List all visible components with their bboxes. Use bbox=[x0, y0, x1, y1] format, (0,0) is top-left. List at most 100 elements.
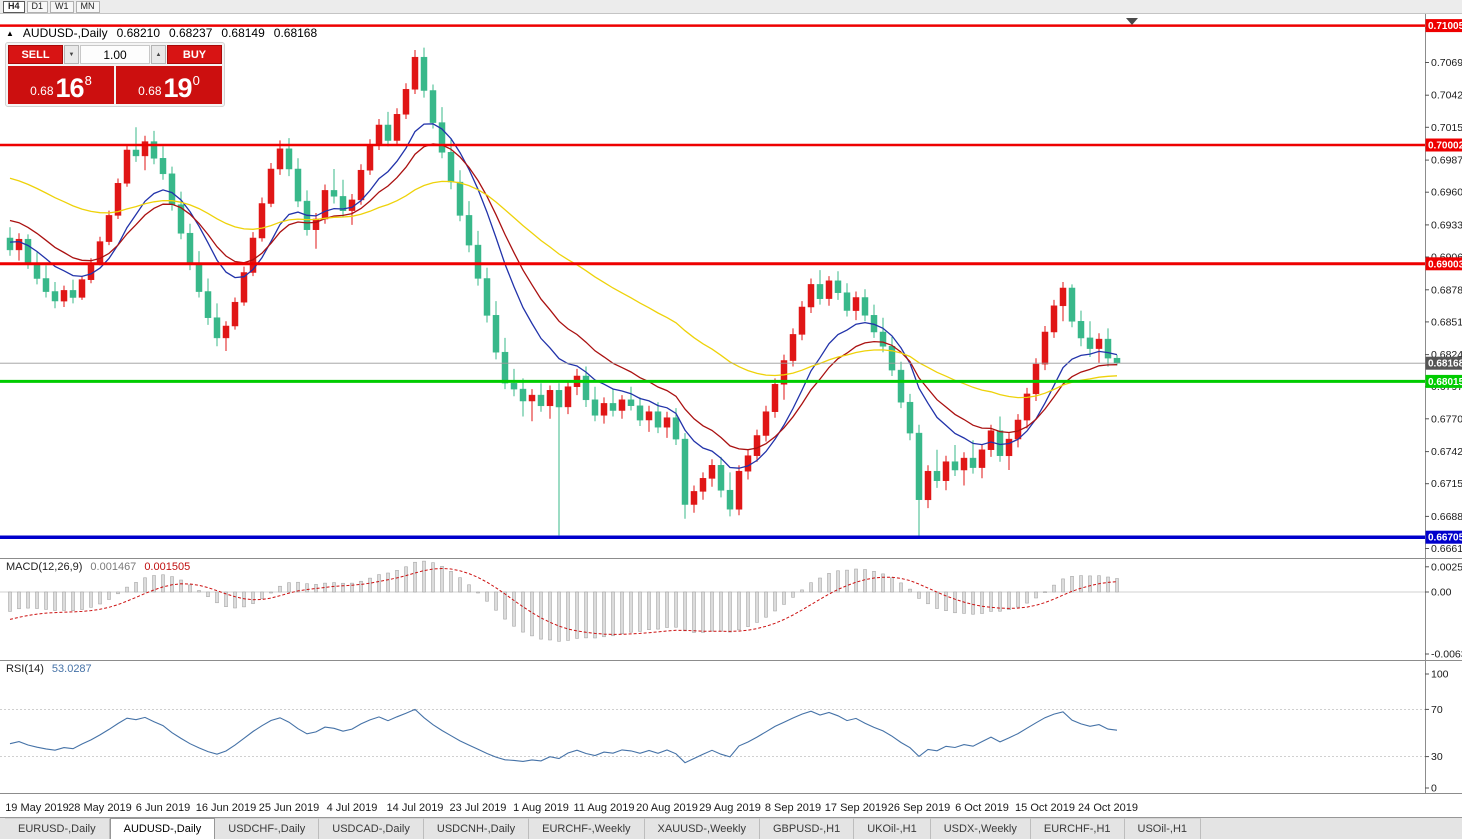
svg-text:4 Jul 2019: 4 Jul 2019 bbox=[327, 802, 378, 814]
timeframe-button-d1[interactable]: D1 bbox=[26, 0, 49, 13]
candlestick-series bbox=[6, 47, 1121, 537]
svg-text:6 Oct 2019: 6 Oct 2019 bbox=[955, 802, 1009, 814]
svg-text:6 Jun 2019: 6 Jun 2019 bbox=[136, 802, 190, 814]
svg-text:0.69875: 0.69875 bbox=[1431, 155, 1462, 167]
svg-text:30: 30 bbox=[1431, 751, 1443, 763]
chart-tab-usdchf-daily[interactable]: USDCHF-,Daily bbox=[215, 818, 320, 839]
svg-text:0.68168: 0.68168 bbox=[1428, 359, 1462, 370]
chart-tab-eurchf-h1[interactable]: EURCHF-,H1 bbox=[1030, 818, 1125, 839]
buy-price-display[interactable]: 0.68 19 0 bbox=[116, 66, 222, 104]
macd-header: MACD(12,26,9) 0.001467 0.001505 bbox=[6, 561, 190, 573]
chart-canvas[interactable]: 0.709850.706950.704200.701500.698750.696… bbox=[0, 14, 1462, 817]
chart-tabs-bar: EURUSD-,Daily AUDUSD-,Daily USDCHF-,Daily U… bbox=[0, 817, 1462, 839]
svg-text:0.71005: 0.71005 bbox=[1428, 21, 1462, 32]
rsi-line bbox=[9, 708, 1118, 764]
buy-price-pip: 0 bbox=[192, 73, 200, 88]
buy-price-big: 19 bbox=[163, 73, 193, 103]
ma-10-line bbox=[9, 123, 1118, 469]
rsi-label: RSI(14) bbox=[6, 663, 44, 675]
svg-text:0: 0 bbox=[1431, 783, 1437, 795]
ma-16-line bbox=[9, 143, 1118, 451]
sell-price-display[interactable]: 0.68 16 8 bbox=[8, 66, 114, 104]
svg-text:26 Sep 2019: 26 Sep 2019 bbox=[888, 802, 950, 814]
svg-text:14 Jul 2019: 14 Jul 2019 bbox=[387, 802, 444, 814]
svg-text:19 May 2019: 19 May 2019 bbox=[5, 802, 69, 814]
svg-text:100: 100 bbox=[1431, 669, 1449, 681]
svg-text:0.67425: 0.67425 bbox=[1431, 446, 1462, 458]
chart-tab-usdx-weekly[interactable]: USDX-,Weekly bbox=[930, 818, 1031, 839]
sell-button[interactable]: SELL bbox=[8, 45, 63, 64]
macd-main-value: 0.001467 bbox=[90, 561, 137, 573]
svg-text:15 Oct 2019: 15 Oct 2019 bbox=[1015, 802, 1075, 814]
svg-text:70: 70 bbox=[1431, 704, 1443, 716]
sell-price-prefix: 0.68 bbox=[30, 84, 54, 98]
horizontal-level-lines[interactable] bbox=[0, 24, 1425, 539]
svg-text:0.68015: 0.68015 bbox=[1428, 377, 1462, 388]
macd-histogram bbox=[8, 560, 1119, 642]
svg-text:1 Aug 2019: 1 Aug 2019 bbox=[513, 802, 569, 814]
svg-text:0.70695: 0.70695 bbox=[1431, 57, 1462, 69]
svg-text:0.70002: 0.70002 bbox=[1428, 141, 1462, 152]
ohlc-close: 0.68168 bbox=[273, 26, 318, 40]
svg-text:24 Oct 2019: 24 Oct 2019 bbox=[1078, 802, 1138, 814]
svg-text:11 Aug 2019: 11 Aug 2019 bbox=[574, 802, 635, 814]
chart-tab-usoil-h1[interactable]: USOil-,H1 bbox=[1124, 818, 1202, 839]
svg-text:29 Aug 2019: 29 Aug 2019 bbox=[699, 802, 761, 814]
ohlc-open: 0.68210 bbox=[116, 26, 160, 40]
volume-input[interactable]: 1.00 bbox=[80, 45, 150, 64]
price-axis-badges: 0.71005 0.70002 0.69003 0.68168 0.68015 0.667… bbox=[1425, 19, 1462, 544]
timeframe-button-h4[interactable]: H4 bbox=[3, 0, 25, 13]
svg-text:0.67155: 0.67155 bbox=[1431, 478, 1462, 490]
ohlc-high: 0.68237 bbox=[169, 26, 213, 40]
svg-text:0.68515: 0.68515 bbox=[1431, 316, 1462, 328]
chart-info-bar: ▲ AUDUSD-,Daily 0.68210 0.68237 0.68149 … bbox=[6, 26, 317, 40]
svg-text:20 Aug 2019: 20 Aug 2019 bbox=[636, 802, 698, 814]
chart-shift-marker[interactable] bbox=[1126, 18, 1138, 25]
timeframe-toolbar: H4 D1 W1 MN bbox=[0, 0, 1462, 14]
buy-button[interactable]: BUY bbox=[167, 45, 222, 64]
timeframe-button-w1[interactable]: W1 bbox=[50, 0, 74, 13]
rsi-axis: 100 70 30 0 bbox=[1425, 669, 1449, 795]
svg-text:25 Jun 2019: 25 Jun 2019 bbox=[259, 802, 320, 814]
chart-tab-usdcnh-daily[interactable]: USDCNH-,Daily bbox=[423, 818, 530, 839]
chart-tab-audusd-daily[interactable]: AUDUSD-,Daily bbox=[109, 818, 216, 839]
price-axis[interactable]: 0.709850.706950.704200.701500.698750.696… bbox=[1425, 23, 1462, 556]
macd-signal-line bbox=[9, 567, 1118, 635]
macd-signal-value: 0.001505 bbox=[144, 561, 191, 573]
ma-45-line bbox=[9, 177, 1118, 399]
svg-text:0.00: 0.00 bbox=[1431, 587, 1452, 599]
chart-tab-eurusd-daily[interactable]: EURUSD-,Daily bbox=[5, 818, 110, 839]
date-axis[interactable]: 19 May 2019 28 May 2019 6 Jun 2019 16 Jun 2… bbox=[5, 802, 1138, 814]
svg-text:28 May 2019: 28 May 2019 bbox=[68, 802, 132, 814]
chart-tab-eurchf-weekly[interactable]: EURCHF-,Weekly bbox=[529, 818, 645, 839]
svg-text:0.69605: 0.69605 bbox=[1431, 187, 1462, 199]
buy-price-prefix: 0.68 bbox=[138, 84, 162, 98]
svg-text:0.66705: 0.66705 bbox=[1428, 533, 1462, 544]
one-click-trading-panel: SELL ▼ 1.00 ▲ BUY 0.68 16 8 0.68 19 0 bbox=[5, 42, 225, 107]
svg-text:23 Jul 2019: 23 Jul 2019 bbox=[450, 802, 507, 814]
sell-price-pip: 8 bbox=[84, 73, 92, 88]
symbol-title: AUDUSD-,Daily bbox=[22, 26, 108, 40]
symbol-marker-icon: ▲ bbox=[6, 28, 14, 38]
svg-text:8 Sep 2019: 8 Sep 2019 bbox=[765, 802, 821, 814]
sell-price-big: 16 bbox=[55, 73, 85, 103]
volume-increase-button[interactable]: ▲ bbox=[151, 45, 166, 64]
macd-axis: 0.002574 0.00 -0.006326 bbox=[1425, 561, 1462, 661]
svg-text:0.002574: 0.002574 bbox=[1431, 561, 1462, 573]
macd-label: MACD(12,26,9) bbox=[6, 561, 83, 573]
chart-tab-usdcad-daily[interactable]: USDCAD-,Daily bbox=[319, 818, 424, 839]
chart-tab-gbpusd-h1[interactable]: GBPUSD-,H1 bbox=[759, 818, 855, 839]
svg-text:17 Sep 2019: 17 Sep 2019 bbox=[825, 802, 887, 814]
volume-decrease-button[interactable]: ▼ bbox=[64, 45, 79, 64]
chart-tab-ukoil-h1[interactable]: UKOil-,H1 bbox=[854, 818, 931, 839]
svg-text:0.69003: 0.69003 bbox=[1428, 259, 1462, 270]
chart-tab-xauusd-weekly[interactable]: XAUUSD-,Weekly bbox=[644, 818, 760, 839]
ohlc-low: 0.68149 bbox=[221, 26, 265, 40]
timeframe-button-mn[interactable]: MN bbox=[75, 0, 100, 13]
svg-text:-0.006326: -0.006326 bbox=[1431, 649, 1462, 661]
